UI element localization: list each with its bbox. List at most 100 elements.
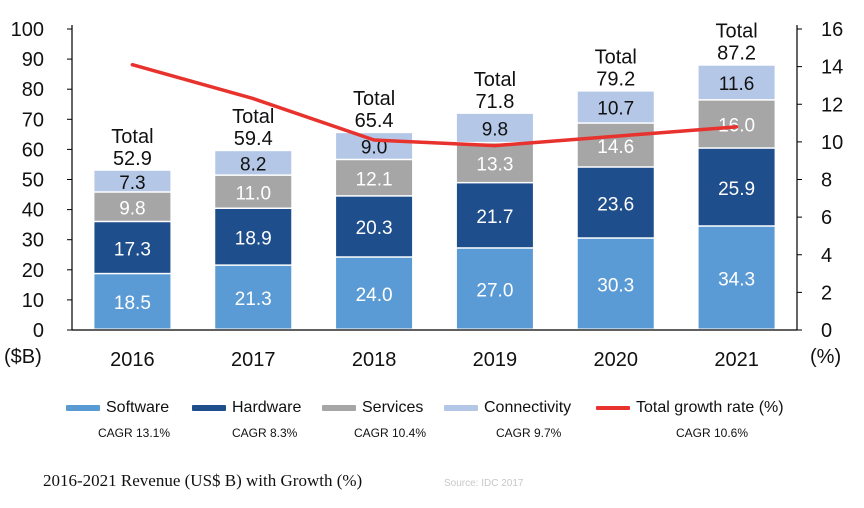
x-tick-label: 2021 [714,349,759,371]
y2-tick-label: 10 [821,132,843,154]
x-tick-label: 2020 [594,349,639,371]
bar-value-label: 21.7 [476,207,513,228]
y-axis-unit-left: ($B) [4,346,42,368]
chart-legend: Software Hardware Services Connectivity … [0,398,864,448]
y2-tick-label: 4 [821,245,832,267]
growth-rate-point [251,97,255,101]
legend-software: Software [66,398,169,418]
bar-value-label: 23.6 [597,194,634,215]
bar-segment-hardware [94,222,171,273]
y2-tick-label: 14 [821,57,843,79]
bar-segment-services [698,100,775,148]
y-tick-label: 100 [11,19,44,41]
bar-segment-software [577,238,654,329]
bar-value-label: 20.3 [356,218,393,239]
total-value: 87.2 [717,43,756,65]
bar-value-label: 11.6 [719,74,755,95]
cagr-software: CAGR 13.1% [98,426,171,440]
bar-segment-hardware [336,196,413,257]
bar-value-label: 17.3 [114,239,151,260]
y-tick-label: 90 [22,49,44,71]
y-tick-label: 20 [22,260,44,282]
y-tick-label: 80 [22,79,44,101]
bar-value-label: 24.0 [356,285,393,306]
legend-label-services: Services [362,399,424,416]
bar-value-label: 27.0 [476,280,513,301]
total-value: 65.4 [355,110,394,132]
y2-tick-label: 6 [821,207,832,229]
y-tick-label: 30 [22,230,44,252]
y-tick-label: 50 [22,170,44,192]
x-tick-label: 2017 [231,349,276,371]
legend-growth-rate: Total growth rate (%) [596,398,784,418]
bar-segment-connectivity [698,65,775,100]
bar-segment-software [94,274,171,329]
bar-segment-software [336,257,413,329]
y2-tick-label: 8 [821,170,832,192]
growth-rate-point [493,144,497,148]
bar-value-label: 13.3 [476,154,513,175]
bar-value-label: 9.8 [119,198,145,219]
bar-value-label: 25.9 [718,179,755,200]
total-label: Total [232,106,274,128]
legend-swatch-connectivity [444,405,478,411]
bar-value-label: 12.1 [356,169,393,190]
total-value: 71.8 [475,91,514,113]
total-label: Total [353,88,395,110]
y2-tick-label: 16 [821,19,843,41]
bar-segment-services [456,143,533,182]
legend-swatch-hardware [192,405,226,411]
total-label: Total [715,21,757,43]
bar-segment-services [577,123,654,167]
bar-value-label: 11.0 [235,183,271,204]
bar-segment-connectivity [456,113,533,142]
bar-segment-services [215,175,292,208]
y-tick-label: 0 [33,320,44,342]
growth-rate-point [614,134,618,138]
bar-segment-connectivity [94,170,171,192]
growth-rate-point [130,63,135,67]
bar-segment-connectivity [336,133,413,159]
x-tick-label: 2018 [352,349,397,371]
y-tick-label: 70 [22,109,44,131]
bar-value-label: 9.0 [361,138,387,159]
bar-value-label: 14.6 [597,137,634,158]
bar-segment-services [336,160,413,196]
legend-swatch-growth-rate [596,406,630,410]
total-label: Total [595,47,637,69]
cagr-total-growth: CAGR 10.6% [676,426,749,440]
bar-segment-hardware [456,183,533,248]
legend-services: Services [322,398,423,418]
y-tick-label: 40 [22,200,44,222]
bar-segment-connectivity [215,151,292,175]
bar-segment-software [698,226,775,329]
revenue-chart: 0 10 20 30 40 50 60 70 80 90 100 0 2 4 6 8 10 12 14 16 2016 2… [11,19,844,371]
cagr-services: CAGR 10.4% [354,426,427,440]
legend-label-connectivity: Connectivity [484,399,572,416]
bar-segment-connectivity [577,91,654,123]
total-value: 52.9 [113,148,152,170]
bar-value-label: 7.3 [119,173,145,194]
total-label: Total [474,69,516,91]
source-note: Source: IDC 2017 [444,478,524,489]
legend-swatch-software [66,405,100,411]
total-label: Total [111,126,153,148]
growth-rate-point [734,125,739,129]
total-value: 59.4 [234,128,273,150]
bar-value-label: 34.3 [718,269,755,290]
bar-segment-hardware [215,208,292,265]
y-tick-label: 10 [22,290,44,312]
x-tick-label: 2016 [110,349,155,371]
bar-value-label: 9.8 [482,120,508,141]
legend-swatch-services [322,405,356,411]
bar-segment-software [215,265,292,329]
bar-value-label: 21.3 [235,289,272,310]
bar-value-label: 8.2 [240,155,266,176]
y2-tick-label: 12 [821,94,843,116]
bar-value-label: 18.9 [235,228,272,249]
growth-rate-line [130,62,739,148]
bar-value-label: 18.5 [114,293,151,314]
y2-tick-label: 0 [821,320,832,342]
x-tick-label: 2019 [473,349,518,371]
bar-segment-hardware [577,167,654,238]
